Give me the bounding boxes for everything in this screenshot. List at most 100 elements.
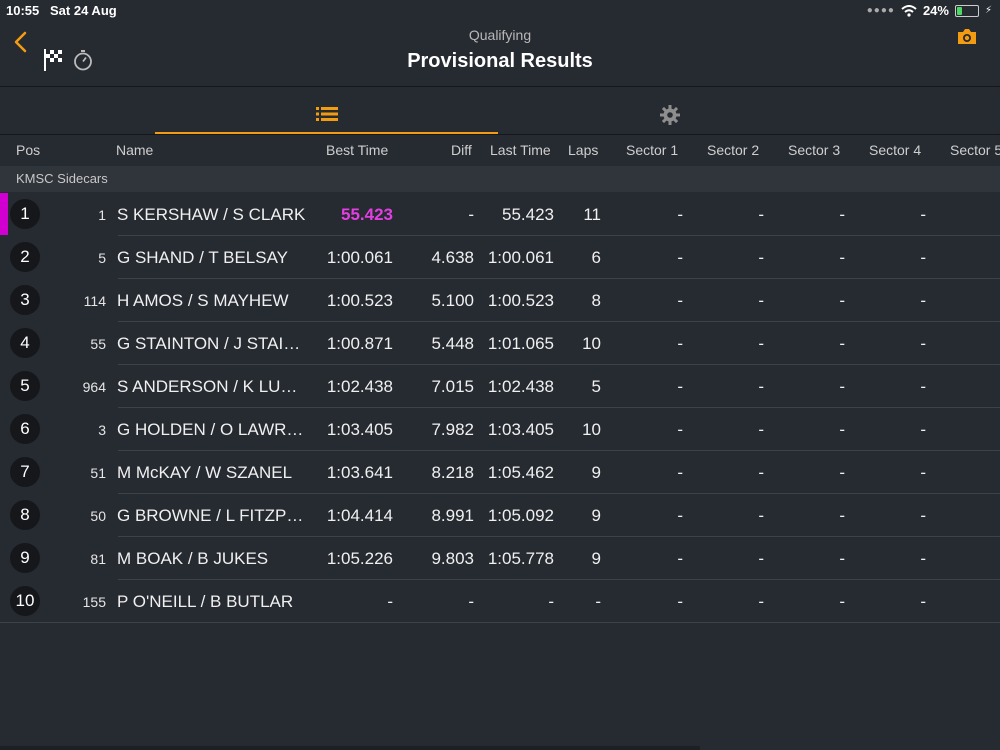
view-tabs	[0, 96, 1000, 135]
table-row[interactable]: 3 114 H AMOS / S MAYHEW 1:00.523 5.100 1:00.5…	[0, 279, 1000, 322]
table-row[interactable]: 8 50 G BROWNE / L FITZP… 1:04.414 8.991 1:05.…	[0, 494, 1000, 537]
competitor-name: M McKAY / W SZANEL	[117, 463, 293, 482]
sector-2-cell: -	[758, 506, 764, 525]
sector-4-cell: -	[920, 506, 926, 525]
last-time-cell: 1:05.462	[487, 463, 554, 482]
col-name[interactable]: Name	[116, 142, 154, 158]
battery-icon	[954, 4, 979, 17]
session-name: Qualifying	[468, 27, 532, 43]
leader-marker	[0, 193, 8, 235]
competitor-number: 114	[83, 293, 106, 309]
col-diff[interactable]: Diff	[451, 142, 472, 158]
sector-4-cell: -	[920, 248, 926, 267]
best-time-cell: 1:00.871	[326, 334, 393, 353]
competitor-number: 81	[90, 551, 106, 567]
competitor-name: M BOAK / B JUKES	[117, 549, 269, 568]
table-row[interactable]: 10 155 P O'NEILL / B BUTLAR - - - - - - - -	[0, 580, 1000, 623]
sector-1-cell: -	[677, 377, 683, 396]
laps-cell: 10	[582, 420, 601, 439]
laps-cell: 5	[591, 377, 601, 396]
laps-cell: 8	[591, 291, 601, 310]
best-time-cell: 55.423	[341, 205, 393, 224]
checkered-flag-icon	[44, 49, 62, 71]
position-badge: 10	[10, 586, 40, 616]
sector-2-cell: -	[758, 592, 764, 611]
position-badge: 6	[10, 414, 40, 444]
laps-cell: 6	[591, 248, 601, 267]
diff-cell: 4.638	[431, 248, 474, 267]
competitor-name: S ANDERSON / K LU…	[117, 377, 298, 396]
position-badge: 2	[10, 242, 40, 272]
best-time-cell: -	[387, 592, 393, 611]
col-sector-2[interactable]: Sector 2	[707, 142, 760, 158]
col-sector-3[interactable]: Sector 3	[788, 142, 841, 158]
position-badge: 7	[10, 457, 40, 487]
col-last-time[interactable]: Last Time	[490, 142, 551, 158]
competitor-number: 1	[98, 207, 106, 223]
table-row[interactable]: 2 5 G SHAND / T BELSAY 1:00.061 4.638 1:00.06…	[0, 236, 1000, 279]
nav-header: Qualifying Provisional Results	[0, 22, 1000, 87]
status-date: Sat 24 Aug	[50, 3, 117, 18]
position-badge: 3	[10, 285, 40, 315]
position-badge: 8	[10, 500, 40, 530]
sector-4-cell: -	[920, 291, 926, 310]
col-pos[interactable]: Pos	[16, 142, 41, 158]
best-time-cell: 1:02.438	[326, 377, 393, 396]
last-time-cell: 1:03.405	[487, 420, 554, 439]
sector-3-cell: -	[839, 506, 845, 525]
class-group-header: KMSC Sidecars	[0, 166, 1000, 192]
sector-3-cell: -	[839, 334, 845, 353]
col-best-time[interactable]: Best Time	[326, 142, 389, 158]
last-time-cell: 1:05.092	[487, 506, 554, 525]
sector-1-cell: -	[677, 463, 683, 482]
laps-cell: 10	[582, 334, 601, 353]
gear-icon	[659, 105, 680, 125]
competitor-number: 964	[82, 379, 106, 395]
wifi-icon	[901, 4, 917, 17]
back-chevron-icon[interactable]	[10, 30, 34, 54]
diff-cell: 7.015	[431, 377, 474, 396]
competitor-name: G HOLDEN / O LAWR…	[117, 420, 304, 439]
competitor-number: 50	[90, 508, 106, 524]
table-row[interactable]: 9 81 M BOAK / B JUKES 1:05.226 9.803 1:05.778…	[0, 537, 1000, 580]
diff-cell: 5.448	[431, 334, 474, 353]
sector-4-cell: -	[920, 592, 926, 611]
table-row[interactable]: 6 3 G HOLDEN / O LAWR… 1:03.405 7.982 1:03.40…	[0, 408, 1000, 451]
col-sector-1[interactable]: Sector 1	[626, 142, 679, 158]
sector-3-cell: -	[839, 549, 845, 568]
stopwatch-icon	[74, 50, 92, 71]
status-indicators: ●●●● 24% ⚡	[867, 3, 992, 18]
sector-3-cell: -	[839, 463, 845, 482]
tab-results-list[interactable]	[155, 96, 498, 134]
best-time-cell: 1:05.226	[326, 549, 393, 568]
sector-1-cell: -	[677, 205, 683, 224]
col-laps[interactable]: Laps	[568, 142, 599, 158]
sector-3-cell: -	[839, 205, 845, 224]
tab-settings[interactable]	[498, 96, 841, 134]
diff-cell: 8.991	[431, 506, 474, 525]
sector-4-cell: -	[920, 377, 926, 396]
sector-1-cell: -	[677, 592, 683, 611]
table-row[interactable]: 4 55 G STAINTON / J STAI… 1:00.871 5.448 1:01…	[0, 322, 1000, 365]
last-time-cell: 1:02.438	[487, 377, 554, 396]
laps-cell: 9	[591, 549, 601, 568]
last-time-cell: 1:00.523	[487, 291, 554, 310]
competitor-number: 55	[90, 336, 106, 352]
sector-3-cell: -	[839, 377, 845, 396]
table-row[interactable]: 5 964 S ANDERSON / K LU… 1:02.438 7.015 1:02.…	[0, 365, 1000, 408]
sector-1-cell: -	[677, 506, 683, 525]
col-sector-5[interactable]: Sector 5	[950, 142, 1000, 158]
laps-cell: -	[595, 592, 601, 611]
camera-icon[interactable]	[956, 26, 978, 46]
sector-2-cell: -	[758, 377, 764, 396]
table-row[interactable]: 7 51 M McKAY / W SZANEL 1:03.641 8.218 1:05.4…	[0, 451, 1000, 494]
position-badge: 5	[10, 371, 40, 401]
scroll-indicator	[0, 746, 700, 750]
competitor-number: 155	[82, 594, 106, 610]
competitor-number: 3	[98, 422, 106, 438]
diff-cell: 9.803	[431, 549, 474, 568]
table-header: Pos Name Best Time Diff Last Time Laps S…	[0, 138, 1000, 164]
col-sector-4[interactable]: Sector 4	[869, 142, 922, 158]
sector-2-cell: -	[758, 248, 764, 267]
